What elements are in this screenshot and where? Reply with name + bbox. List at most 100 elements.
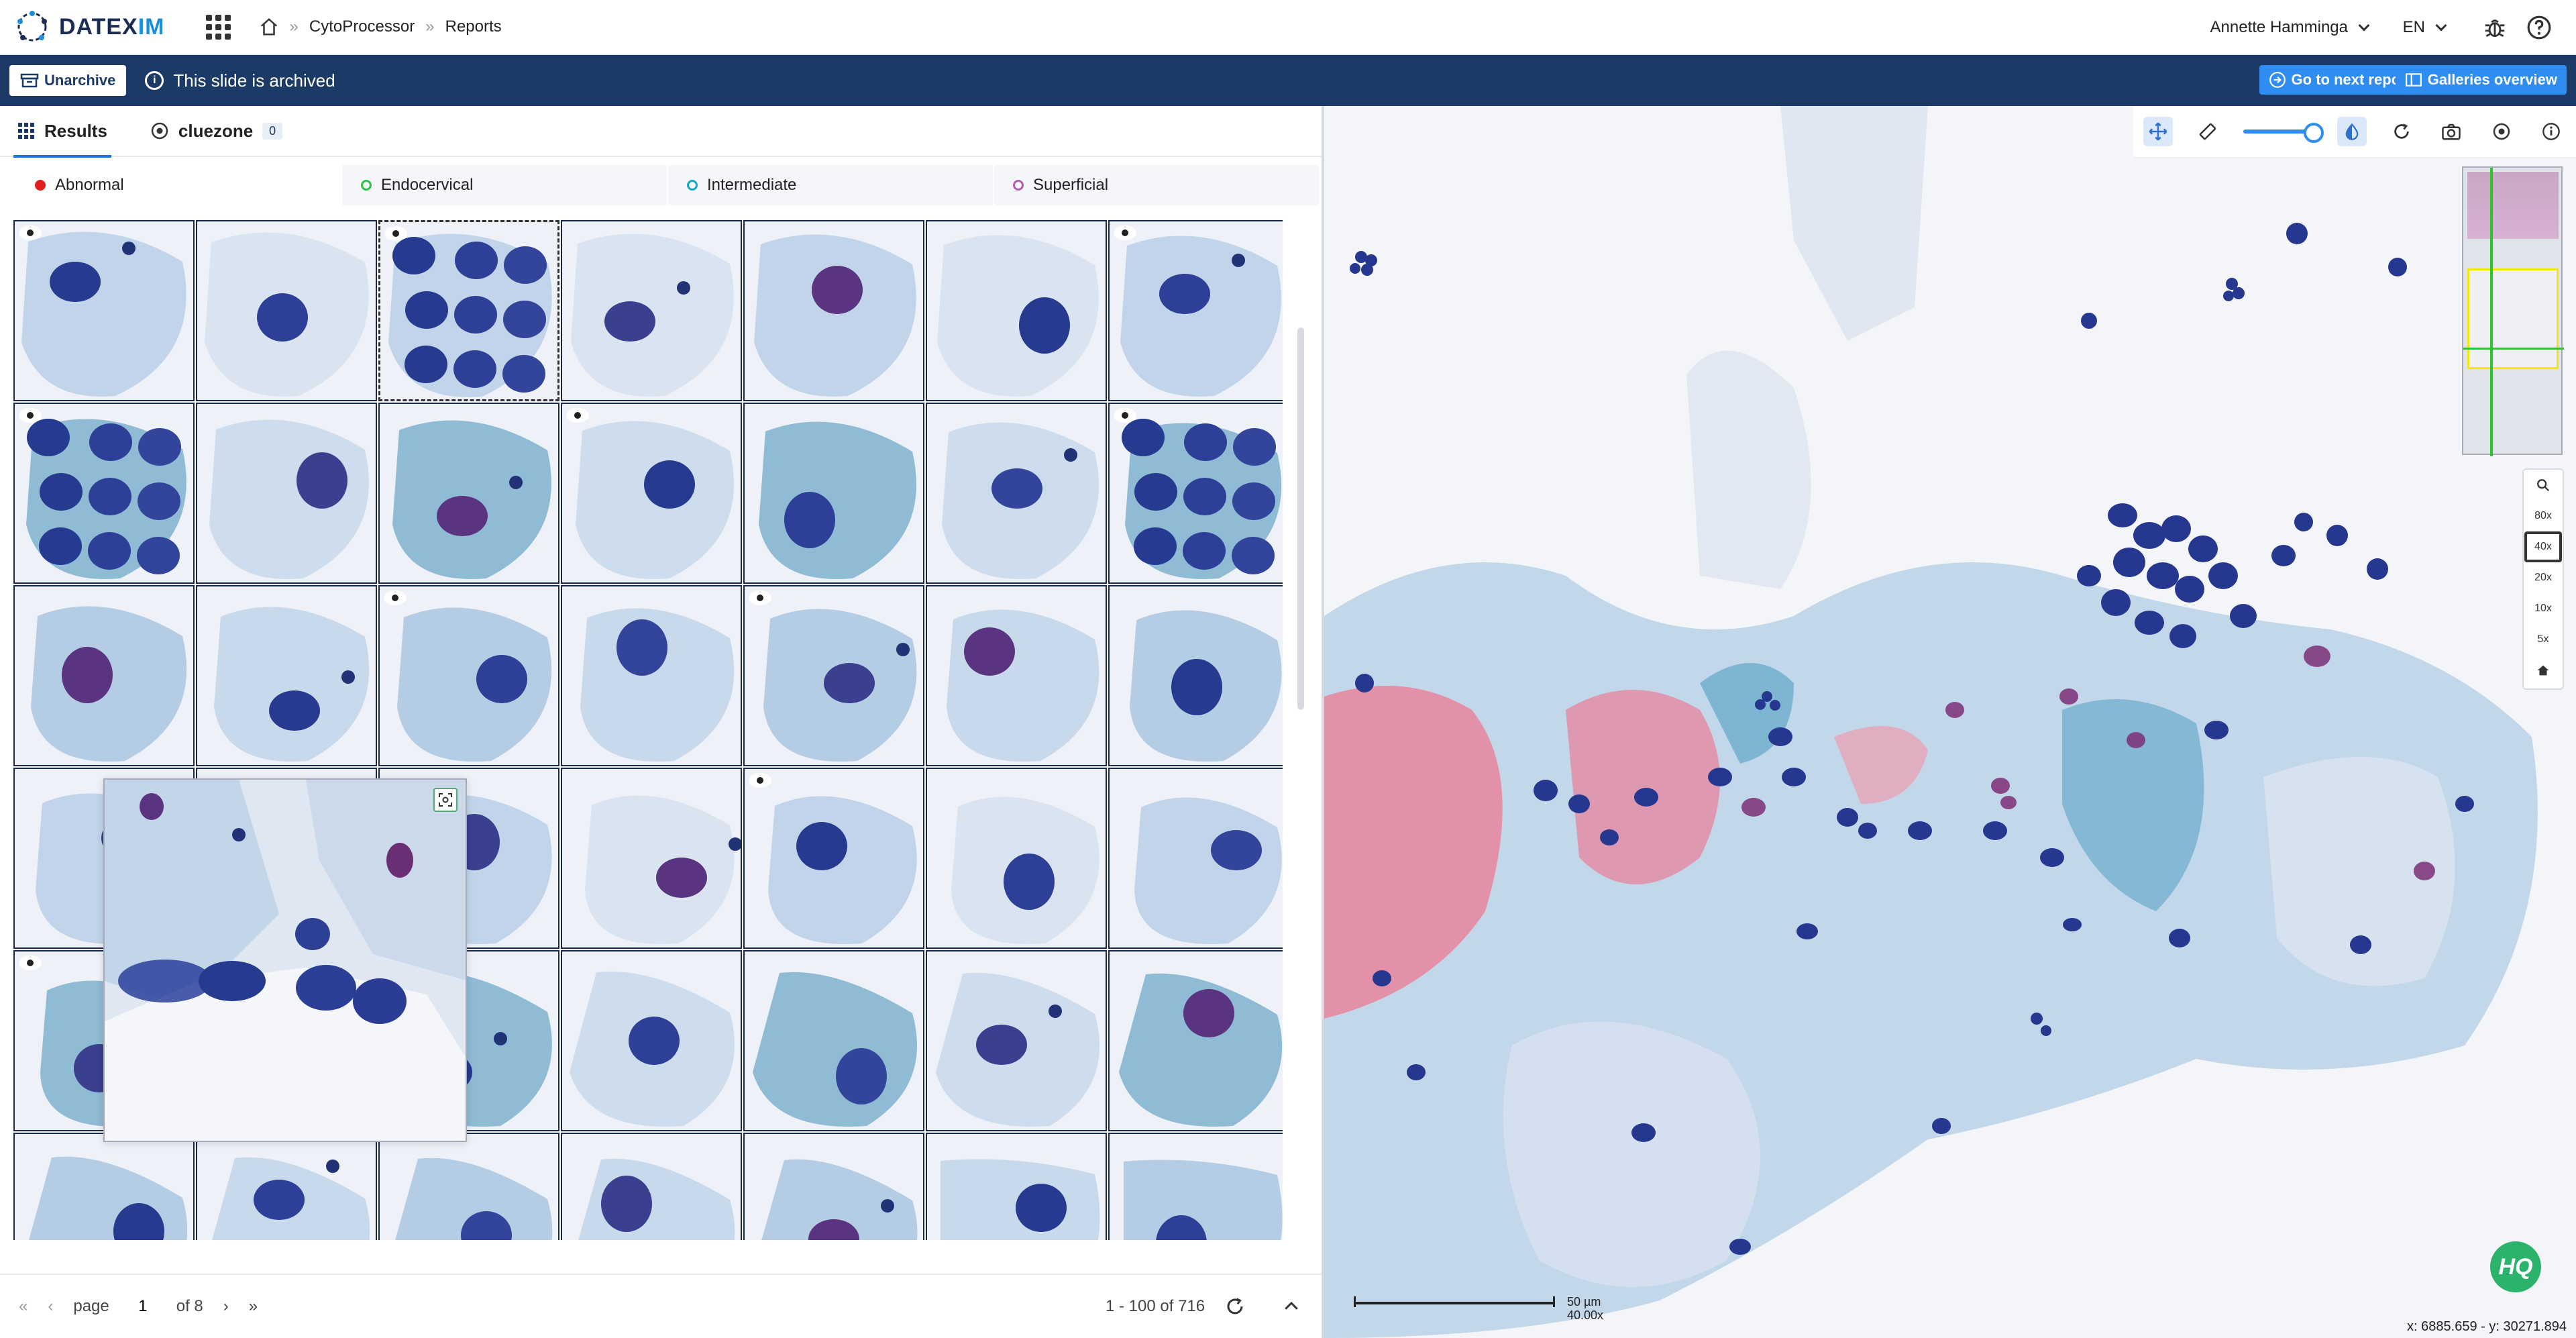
gallery-scrollbar[interactable] [1297,327,1304,710]
subtab-intermediate[interactable]: Intermediate [668,165,994,205]
zoom-home-icon[interactable] [2524,655,2562,686]
gallery-cell-tile[interactable] [1108,585,1283,766]
gallery-cell-tile[interactable] [561,403,742,584]
gallery-cell-tile[interactable] [13,1133,195,1240]
user-menu[interactable]: Annette Hamminga [2210,0,2370,55]
gallery-cell-tile[interactable] [196,220,377,401]
gallery-cell-tile[interactable] [926,950,1107,1131]
gallery-cell-tile[interactable] [926,220,1107,401]
bug-icon[interactable] [2482,15,2508,40]
subtab-abnormal[interactable]: Abnormal [16,165,342,205]
zoom-20x[interactable]: 20x [2534,572,2552,583]
gallery-cell-tile[interactable] [561,1133,742,1240]
apps-grid-icon[interactable] [205,13,232,40]
eye-icon[interactable] [749,590,771,605]
gallery-cell-tile[interactable] [196,585,377,766]
refresh-icon[interactable] [1225,1296,1245,1317]
gallery-cell-tile[interactable] [378,220,559,401]
eye-icon[interactable] [566,408,589,423]
zoom-40x[interactable]: 40x [2524,531,2562,562]
eye-icon[interactable] [19,956,42,970]
gallery-cell-tile[interactable] [1108,403,1283,584]
gallery-cell-tile[interactable] [743,220,924,401]
gallery-cell-tile[interactable] [13,585,195,766]
measure-tool-button[interactable] [2193,117,2222,146]
slide-viewer[interactable]: 80x 40x 20x 10x 5x 50 µm 40.00x HQ x: 688… [1324,106,2576,1338]
last-page-icon[interactable]: » [248,1297,258,1315]
cell-image [927,221,1106,400]
user-name: Annette Hamminga [2210,18,2348,36]
gallery-cell-tile[interactable] [378,1133,559,1240]
zoom-5x[interactable]: 5x [2537,633,2549,645]
galleries-overview-button[interactable]: Galleries overview [2395,65,2567,95]
page-input[interactable] [129,1297,156,1316]
eye-icon[interactable] [384,226,407,241]
prev-page-icon[interactable]: ‹ [48,1297,54,1315]
gallery-cell-tile[interactable] [561,220,742,401]
datexim-logo[interactable]: DATEXIM [12,7,165,47]
archive-box-icon [20,73,39,88]
chevron-up-icon[interactable] [1281,1296,1301,1317]
expand-icon[interactable] [433,788,458,812]
next-page-icon[interactable]: › [223,1297,229,1315]
gallery-cell-tile[interactable] [196,1133,377,1240]
eye-icon[interactable] [1114,225,1136,240]
eye-icon[interactable] [749,773,771,788]
gallery-cell-tile[interactable] [926,585,1107,766]
gallery-cell-tile[interactable] [561,950,742,1131]
panel-divider[interactable] [1322,106,1324,1338]
gallery-cell-tile[interactable] [743,950,924,1131]
unarchive-button[interactable]: Unarchive [9,65,127,96]
gallery-cell-tile[interactable] [1108,1133,1283,1240]
gallery-cell-tile[interactable] [378,585,559,766]
first-page-icon[interactable]: « [19,1297,28,1315]
focus-button[interactable] [2487,117,2516,146]
rotate-button[interactable] [2387,117,2416,146]
category-subtabs: Abnormal Endocervical Intermediate Super… [16,165,1320,205]
eye-icon[interactable] [19,225,42,240]
gallery-cell-tile[interactable] [1108,768,1283,949]
eye-icon[interactable] [1114,408,1136,423]
color-filter-button[interactable] [2337,117,2367,146]
slide-info-button[interactable] [2536,117,2566,146]
gallery-cell-tile[interactable] [196,403,377,584]
gallery-cell-tile[interactable] [13,403,195,584]
gallery-cell-tile[interactable] [743,1133,924,1240]
hq-toggle-button[interactable]: HQ [2490,1241,2541,1292]
home-icon[interactable] [259,17,279,37]
gallery-cell-tile[interactable] [743,768,924,949]
gallery-cell-tile[interactable] [561,585,742,766]
archive-bar: Unarchive i This slide is archived Go to… [0,55,2576,106]
eye-icon[interactable] [384,590,407,605]
page-label: page [73,1297,109,1315]
help-icon[interactable] [2526,15,2552,40]
subtab-superficial[interactable]: Superficial [994,165,1320,205]
pan-tool-button[interactable] [2143,117,2174,146]
gallery-cell-tile[interactable] [13,220,195,401]
gallery-cell-tile[interactable] [378,403,559,584]
gallery-cell-tile[interactable] [1108,950,1283,1131]
zoom-10x[interactable]: 10x [2534,603,2552,614]
zoom-80x[interactable]: 80x [2534,510,2552,521]
gallery-cell-tile[interactable] [1108,220,1283,401]
eye-icon[interactable] [19,408,42,423]
next-report-button[interactable]: Go to next report [2259,65,2420,95]
tab-cluezone[interactable]: cluezone 0 [150,105,283,156]
cell-image [1110,951,1283,1130]
slide-overview-thumbnail[interactable] [2462,166,2564,456]
screenshot-button[interactable] [2436,117,2466,146]
gallery-cell-tile[interactable] [926,768,1107,949]
gallery-cell-tile[interactable] [743,585,924,766]
zoom-search-icon[interactable] [2524,470,2562,501]
breadcrumb-reports[interactable]: Reports [445,17,502,36]
gallery-cell-tile[interactable] [926,403,1107,584]
breadcrumb-cytoprocessor[interactable]: CytoProcessor [309,17,415,36]
opacity-slider[interactable] [2243,123,2324,143]
gallery-cell-tile[interactable] [743,403,924,584]
gallery-cell-tile[interactable] [561,768,742,949]
cluezone-count-badge: 0 [262,122,283,140]
language-select[interactable]: EN [2403,0,2447,55]
subtab-endocervical[interactable]: Endocervical [342,165,668,205]
gallery-cell-tile[interactable] [926,1133,1107,1240]
tab-results[interactable]: Results [13,105,111,158]
